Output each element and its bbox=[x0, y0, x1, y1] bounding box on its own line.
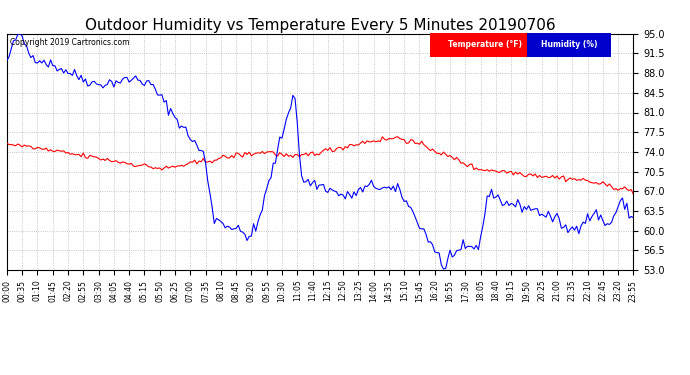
Text: Copyright 2019 Cartronics.com: Copyright 2019 Cartronics.com bbox=[10, 39, 130, 48]
Text: Temperature (°F): Temperature (°F) bbox=[448, 40, 522, 50]
FancyBboxPatch shape bbox=[430, 33, 540, 57]
Text: Humidity (%): Humidity (%) bbox=[541, 40, 598, 50]
Title: Outdoor Humidity vs Temperature Every 5 Minutes 20190706: Outdoor Humidity vs Temperature Every 5 … bbox=[85, 18, 555, 33]
FancyBboxPatch shape bbox=[527, 33, 611, 57]
